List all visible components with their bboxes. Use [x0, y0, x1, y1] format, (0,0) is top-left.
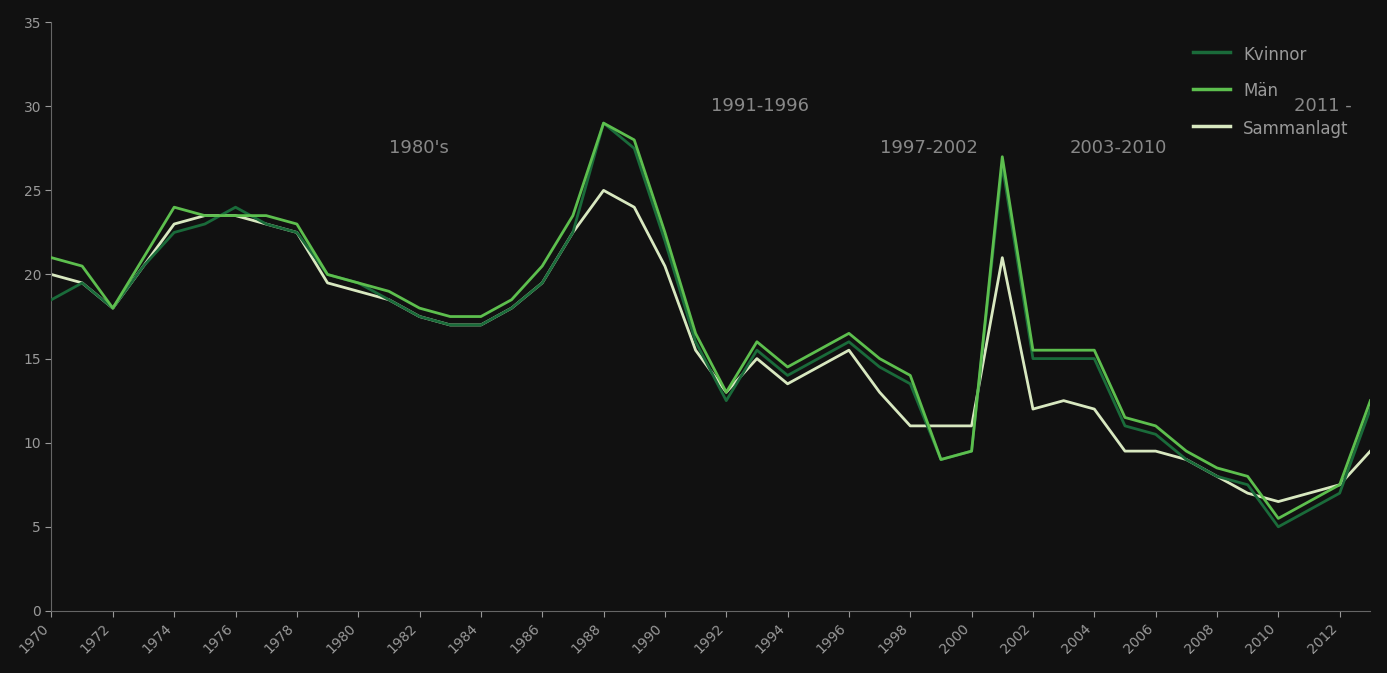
Legend: Kvinnor, Män, Sammanlagt: Kvinnor, Män, Sammanlagt	[1180, 30, 1362, 151]
Text: 1980's: 1980's	[388, 139, 449, 157]
Text: 2003-2010: 2003-2010	[1069, 139, 1166, 157]
Text: 1991-1996: 1991-1996	[712, 98, 809, 115]
Text: 1997-2002: 1997-2002	[879, 139, 978, 157]
Text: 2011 -: 2011 -	[1294, 98, 1351, 115]
